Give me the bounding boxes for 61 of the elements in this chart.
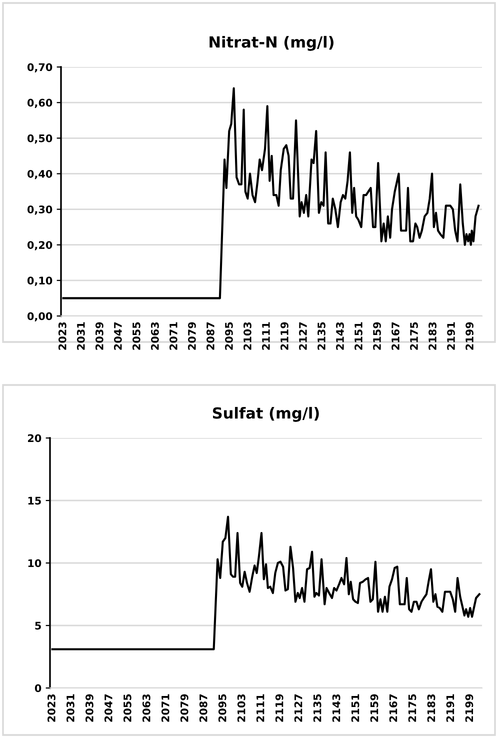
- x-tick-label: 2183: [428, 322, 436, 350]
- x-tick-label: 2175: [408, 694, 416, 722]
- y-tick-label: 20: [28, 434, 42, 442]
- y-tick-label: 0,70: [27, 63, 52, 72]
- y-tick-label: 15: [28, 496, 41, 505]
- y-tick-label: 0,30: [27, 206, 52, 215]
- chart-title: Nitrat-N (mg/l): [210, 36, 334, 51]
- x-tick-label: 2159: [370, 694, 378, 722]
- x-tick-label: 2151: [351, 694, 360, 722]
- x-tick-label: 2127: [294, 694, 302, 722]
- x-tick-label: 2119: [275, 694, 284, 722]
- x-tick-label: 2063: [150, 322, 159, 350]
- x-tick-label: 2119: [280, 322, 288, 350]
- x-tick-label: 2071: [161, 694, 170, 722]
- y-tick-label: 0,60: [27, 98, 52, 108]
- x-tick-label: 2127: [299, 322, 307, 350]
- y-tick-label: 10: [28, 559, 42, 568]
- x-tick-label: 2103: [244, 322, 252, 350]
- y-tick-label: 0,40: [27, 170, 52, 180]
- x-tick-label: 2055: [123, 694, 132, 722]
- x-tick-label: 2079: [180, 694, 188, 722]
- y-tick-label: 0,50: [27, 134, 52, 144]
- x-tick-label: 2095: [218, 694, 226, 722]
- chart-title: Sulfat (mg/l): [212, 406, 319, 422]
- x-tick-label: 2087: [206, 322, 214, 350]
- y-tick-label: 0,10: [27, 276, 52, 286]
- y-tick-label: 5: [35, 622, 41, 630]
- x-tick-label: 2103: [237, 694, 246, 722]
- x-tick-label: 2199: [465, 694, 474, 722]
- x-tick-label: 2071: [169, 322, 178, 350]
- y-tick-label: 0: [34, 684, 42, 692]
- x-tick-label: 2111: [256, 694, 264, 722]
- x-tick-label: 2143: [332, 694, 340, 722]
- x-tick-label: 2111: [262, 322, 270, 350]
- x-tick-label: 2079: [188, 322, 196, 350]
- x-tick-label: 2087: [199, 694, 208, 722]
- x-tick-label: 2023: [48, 694, 56, 722]
- x-tick-label: 2175: [410, 322, 418, 350]
- x-tick-label: 2039: [95, 322, 104, 350]
- x-tick-label: 2167: [389, 694, 398, 722]
- x-tick-label: 2151: [354, 322, 362, 350]
- x-tick-label: 2047: [104, 694, 112, 722]
- x-tick-label: 2023: [58, 322, 66, 350]
- x-tick-label: 2199: [466, 322, 474, 350]
- x-tick-label: 2039: [85, 694, 94, 722]
- x-tick-label: 2135: [318, 322, 326, 350]
- x-tick-label: 2095: [225, 322, 233, 350]
- x-tick-label: 2063: [142, 694, 150, 722]
- x-tick-label: 2159: [373, 322, 381, 350]
- x-tick-label: 2031: [76, 322, 85, 350]
- x-tick-label: 2143: [336, 322, 344, 350]
- x-tick-label: 2191: [447, 322, 455, 350]
- x-tick-label: 2055: [132, 322, 140, 350]
- x-tick-label: 2167: [392, 322, 400, 350]
- x-tick-label: 2135: [313, 694, 322, 722]
- y-tick-label: 0,20: [27, 241, 52, 250]
- x-tick-label: 2183: [427, 694, 436, 722]
- x-tick-label: 2031: [66, 694, 74, 722]
- x-tick-label: 2191: [446, 694, 454, 722]
- y-tick-label: 0,00: [27, 312, 52, 322]
- x-tick-label: 2047: [114, 322, 122, 350]
